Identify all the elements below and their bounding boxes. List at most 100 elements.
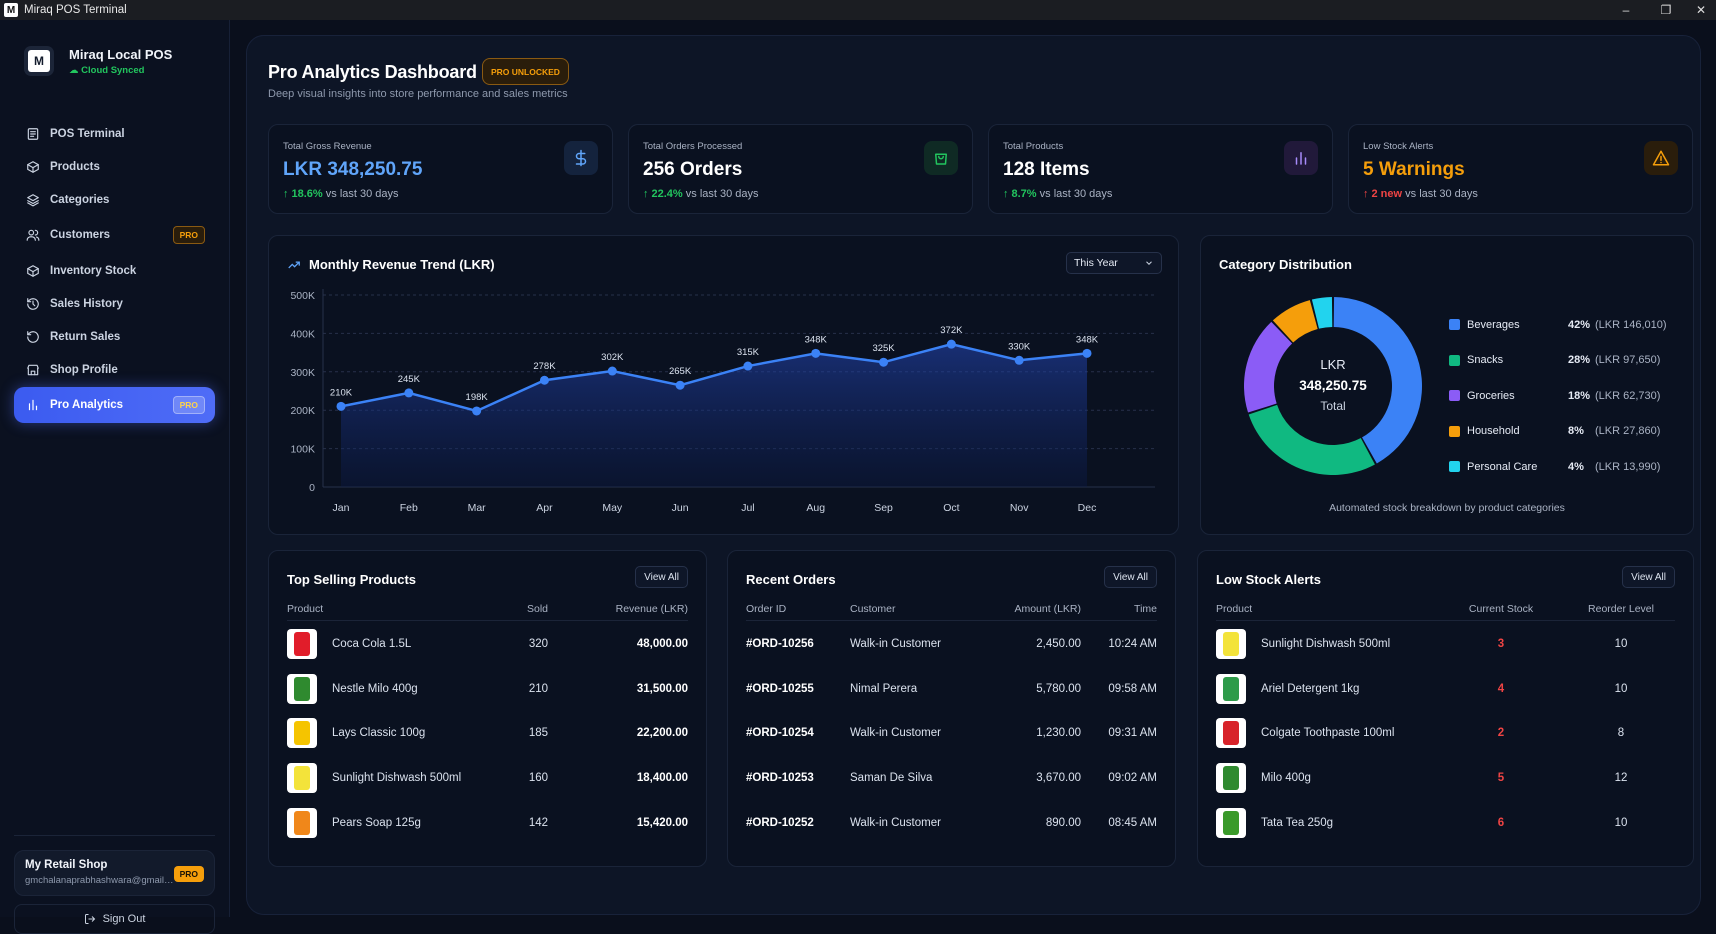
kpi-change-suffix: vs last 30 days	[1039, 188, 1113, 200]
category-note: Automated stock breakdown by product cat…	[1329, 502, 1565, 514]
revenue-data-label: 330K	[1008, 341, 1031, 352]
x-tick-label: Feb	[400, 502, 418, 514]
order-id: #ORD-10254	[746, 727, 814, 739]
revenue-point[interactable]	[946, 339, 956, 349]
sidebar-item-sales-history[interactable]: Sales History	[14, 286, 215, 322]
revenue-point[interactable]	[675, 380, 685, 390]
recent-orders-header: Order ID Customer Amount (LKR) Time	[746, 603, 1157, 621]
sidebar-item-label: Pro Analytics	[50, 399, 124, 411]
legend-swatch	[1449, 354, 1460, 366]
table-row[interactable]: #ORD-10254 Walk-in Customer 1,230.00 09:31 …	[746, 711, 1157, 755]
kpi-change-value: 2 new	[1371, 188, 1403, 200]
legend-swatch	[1449, 425, 1460, 437]
product-image	[294, 766, 310, 790]
table-row[interactable]: Sunlight Dishwash 500ml 160 18,400.00	[287, 756, 688, 800]
donut-slice-snacks[interactable]	[1248, 404, 1375, 475]
table-row[interactable]: Colgate Toothpaste 100ml 2 8	[1216, 711, 1675, 755]
col-product: Product	[1216, 603, 1253, 615]
legend-percent: 18%	[1568, 389, 1591, 402]
return-icon	[26, 330, 40, 344]
donut-slice-beverages[interactable]	[1333, 297, 1422, 464]
table-row[interactable]: Coca Cola 1.5L 320 48,000.00	[287, 622, 688, 666]
revenue-data-label: 372K	[940, 325, 963, 336]
revenue-point[interactable]	[539, 375, 549, 385]
shop-card[interactable]: My Retail Shop gmchalanaprabhashwara@gma…	[14, 850, 215, 896]
sidebar-item-pro-analytics[interactable]: Pro Analytics PRO	[14, 387, 215, 423]
revenue-point[interactable]	[336, 401, 346, 411]
table-row[interactable]: Nestle Milo 400g 210 31,500.00	[287, 667, 688, 711]
kpi-change: ↑ 2 new vs last 30 days	[1363, 188, 1478, 200]
reorder-level: 10	[1614, 817, 1628, 829]
kpi-value: 256 Orders	[643, 159, 743, 180]
history-icon	[26, 297, 40, 311]
sidebar-item-shop-profile[interactable]: Shop Profile	[14, 352, 215, 388]
reorder-level: 12	[1614, 772, 1628, 784]
table-row[interactable]: Pears Soap 125g 142 15,420.00	[287, 801, 688, 845]
kpi-card-low-stock-alerts: Low Stock Alerts 5 Warnings ↑ 2 new vs last…	[1348, 124, 1693, 214]
table-row[interactable]: #ORD-10255 Nimal Perera 5,780.00 09:58 AM	[746, 667, 1157, 711]
x-tick-label: Apr	[536, 502, 553, 514]
donut-slice-groceries[interactable]	[1244, 321, 1293, 413]
table-row[interactable]: #ORD-10253 Saman De Silva 3,670.00 09:02 AM	[746, 756, 1157, 800]
revenue-point[interactable]	[743, 361, 753, 371]
period-select[interactable]: This Year	[1066, 252, 1162, 274]
revenue-point[interactable]	[811, 348, 821, 358]
sign-out-button[interactable]: Sign Out	[14, 904, 215, 934]
product-image	[294, 632, 310, 656]
reorder-level: 8	[1617, 727, 1625, 739]
revenue-point[interactable]	[1082, 348, 1092, 358]
col-reorder-level: Reorder Level	[1588, 603, 1654, 615]
kpi-change: ↑ 22.4% vs last 30 days	[643, 188, 759, 200]
order-id: #ORD-10253	[746, 772, 814, 784]
sidebar-divider	[14, 835, 215, 836]
top-selling-view-all-button[interactable]: View All	[635, 566, 688, 588]
sold-count: 210	[528, 683, 548, 695]
recent-orders-view-all-button[interactable]: View All	[1104, 566, 1157, 588]
revenue-point[interactable]	[404, 388, 414, 398]
table-row[interactable]: #ORD-10256 Walk-in Customer 2,450.00 10:24 …	[746, 622, 1157, 666]
restore-icon[interactable]: ❐	[1660, 3, 1672, 17]
sidebar-item-customers[interactable]: Customers PRO	[14, 217, 215, 253]
col-customer: Customer	[850, 603, 896, 615]
revenue-value: 18,400.00	[636, 772, 688, 784]
revenue-point[interactable]	[607, 366, 617, 376]
donut-center-currency: LKR	[1320, 357, 1345, 372]
revenue-point[interactable]	[1014, 355, 1024, 365]
close-icon[interactable]: ✕	[1695, 3, 1707, 17]
product-name: Colgate Toothpaste 100ml	[1261, 727, 1395, 739]
donut-slice-personal-care[interactable]	[1311, 297, 1333, 329]
sold-count: 320	[528, 638, 548, 650]
current-stock: 4	[1497, 683, 1505, 695]
sidebar-item-products[interactable]: Products	[14, 149, 215, 185]
table-row[interactable]: Ariel Detergent 1kg 4 10	[1216, 667, 1675, 711]
order-amount: 2,450.00	[1036, 638, 1081, 650]
sidebar-item-pos-terminal[interactable]: POS Terminal	[14, 116, 215, 152]
recent-orders-title: Recent Orders	[746, 572, 836, 587]
kpi-change: ↑ 8.7% vs last 30 days	[1003, 188, 1112, 200]
revenue-point[interactable]	[472, 406, 482, 416]
box-icon	[26, 160, 40, 174]
col-current-stock: Current Stock	[1468, 603, 1534, 615]
table-row[interactable]: #ORD-10252 Walk-in Customer 890.00 08:45 AM	[746, 801, 1157, 845]
top-selling-header: Product Sold Revenue (LKR)	[287, 603, 688, 621]
donut-slice-household[interactable]	[1272, 300, 1318, 343]
legend-value: (LKR 146,010)	[1595, 318, 1667, 331]
table-row[interactable]: Milo 400g 5 12	[1216, 756, 1675, 800]
revenue-data-label: 210K	[330, 387, 353, 398]
table-row[interactable]: Sunlight Dishwash 500ml 3 10	[1216, 622, 1675, 666]
revenue-point[interactable]	[879, 357, 889, 367]
sidebar-item-label: Return Sales	[50, 331, 121, 343]
sidebar-item-inventory-stock[interactable]: Inventory Stock	[14, 253, 215, 289]
y-tick-label: 100K	[290, 444, 315, 456]
arrow-up-icon: ↑	[643, 188, 649, 200]
sign-out-icon	[84, 913, 96, 925]
table-row[interactable]: Tata Tea 250g 6 10	[1216, 801, 1675, 845]
sidebar-item-categories[interactable]: Categories	[14, 182, 215, 218]
table-row[interactable]: Lays Classic 100g 185 22,200.00	[287, 711, 688, 755]
legend-value: (LKR 13,990)	[1595, 460, 1661, 473]
legend-item: Household 8% (LKR 27,860)	[1449, 414, 1679, 450]
col-revenue: Revenue (LKR)	[615, 603, 688, 615]
minimize-icon[interactable]: –	[1622, 3, 1630, 17]
sidebar-item-return-sales[interactable]: Return Sales	[14, 319, 215, 355]
low-stock-view-all-button[interactable]: View All	[1622, 566, 1675, 588]
